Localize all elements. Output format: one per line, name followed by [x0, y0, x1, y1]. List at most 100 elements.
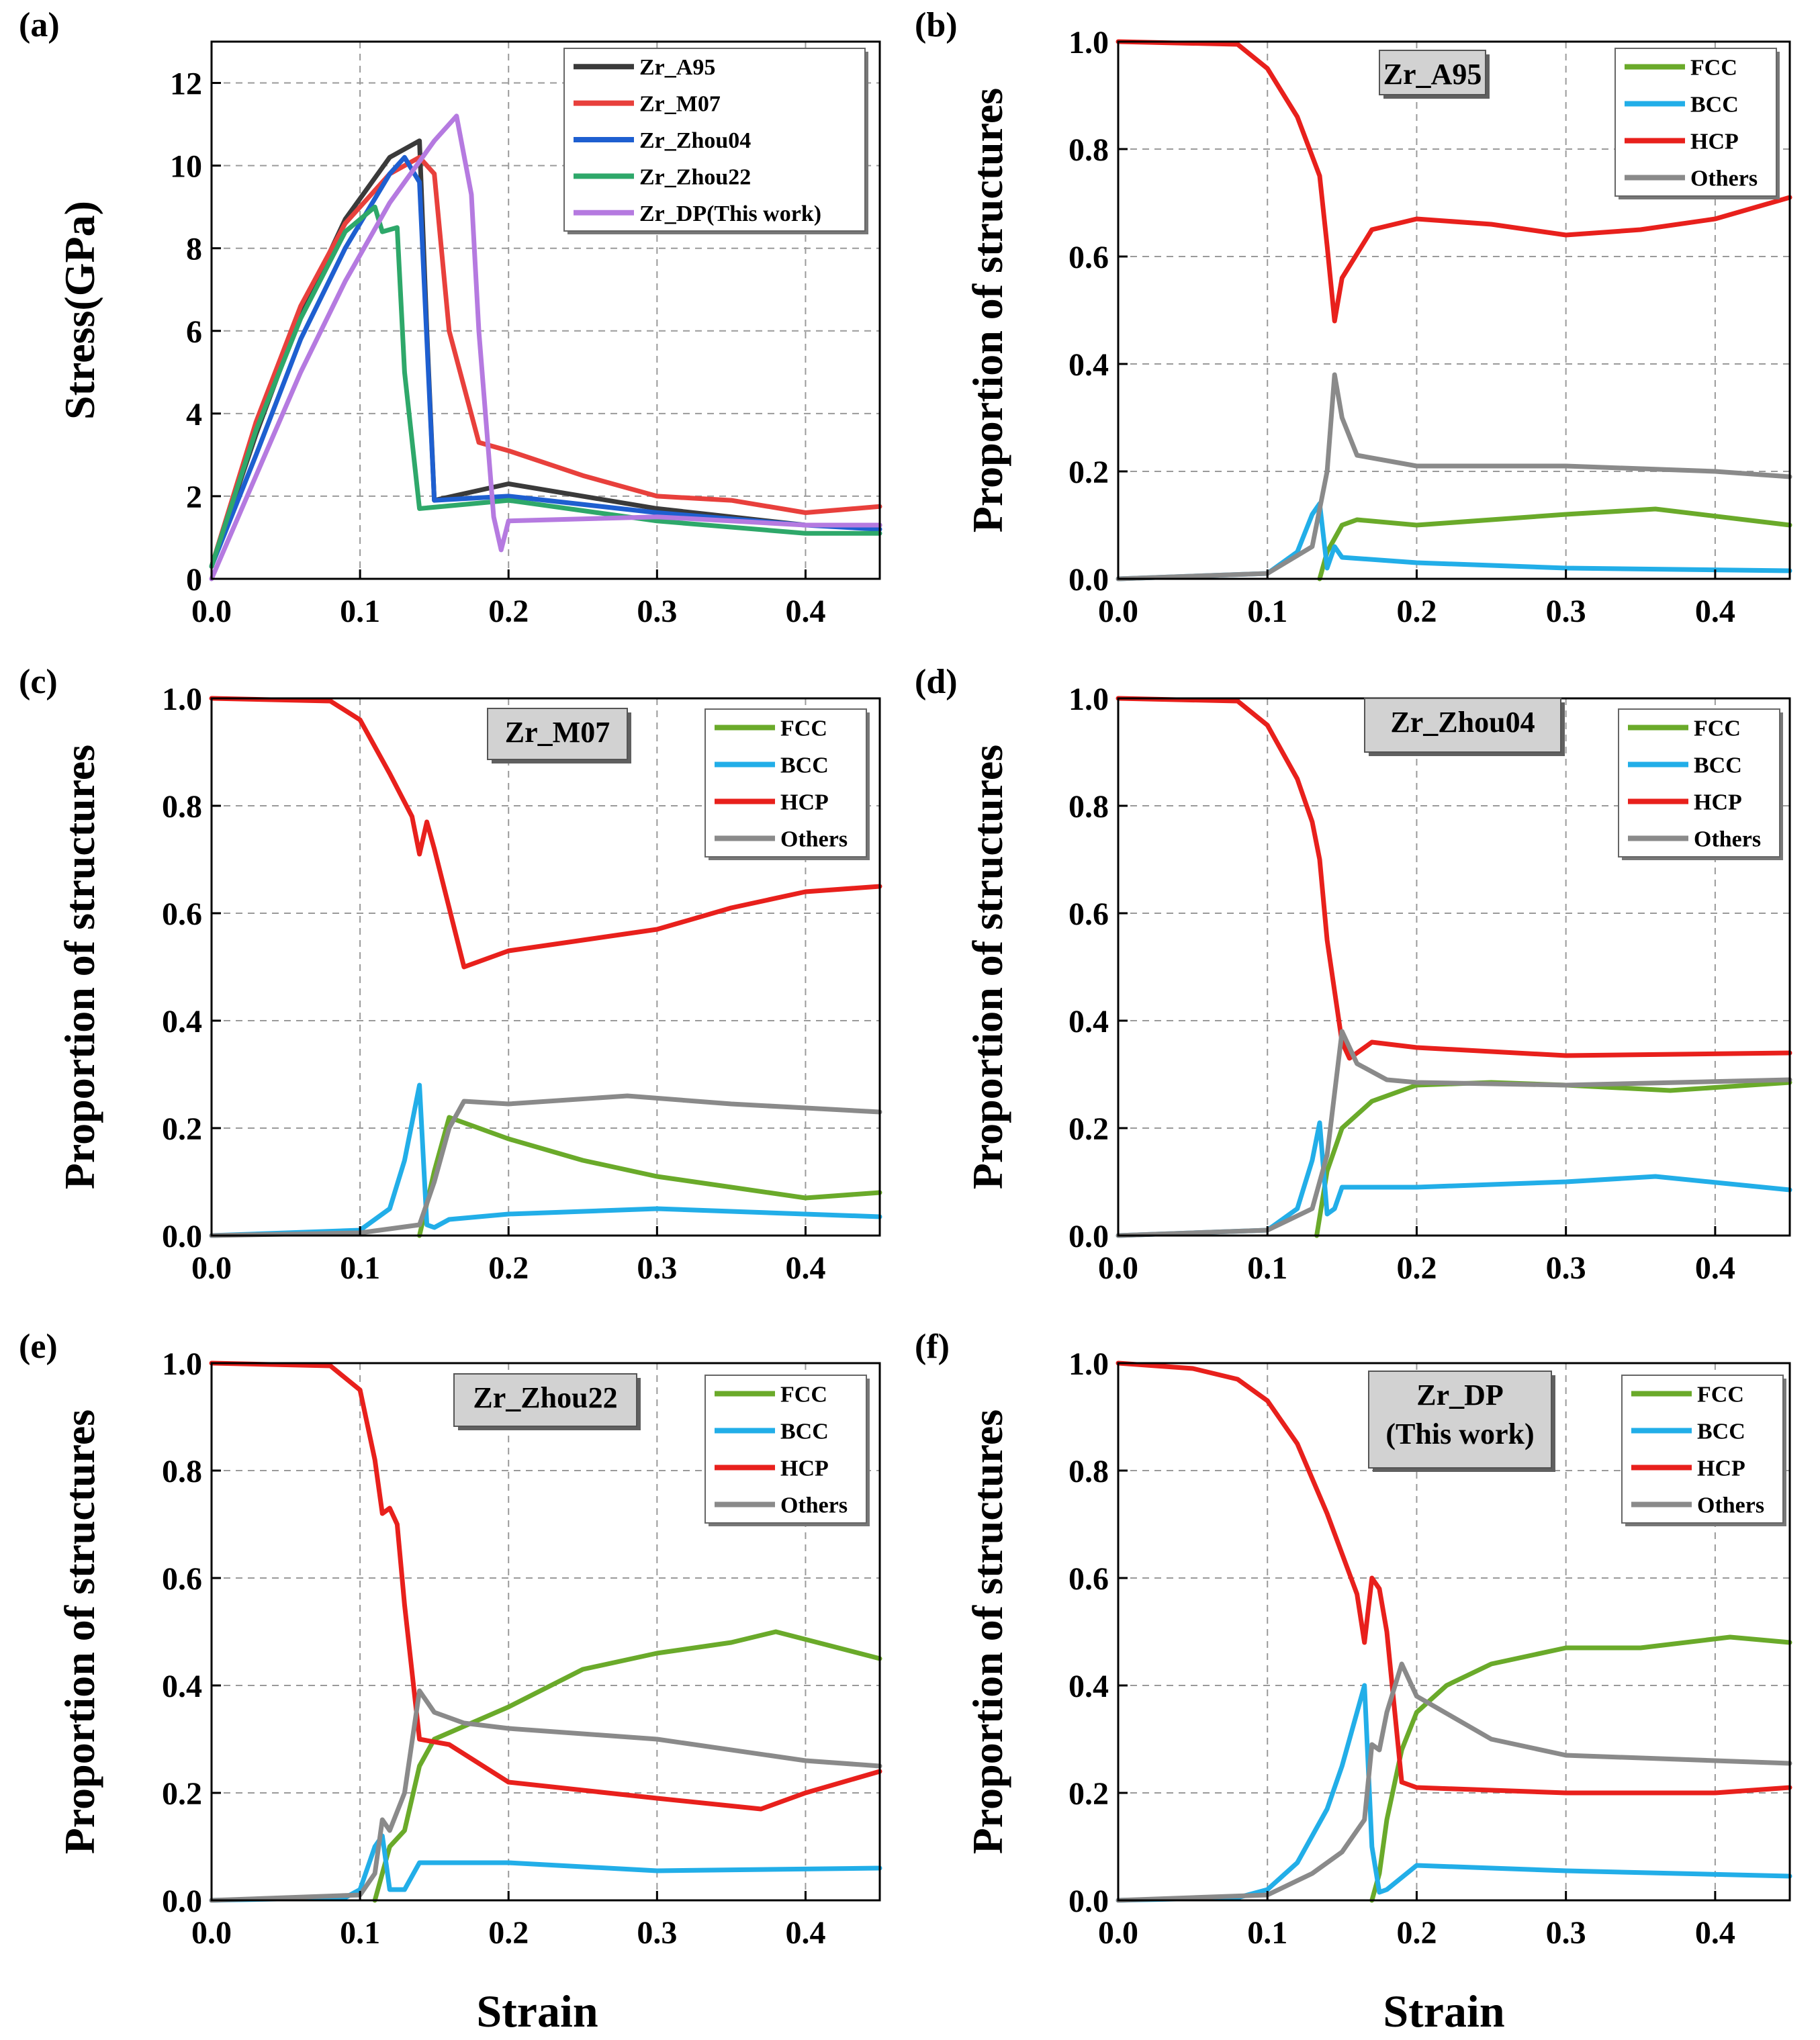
y-tick-label: 1.0 — [162, 1346, 202, 1382]
series-line-bcc — [209, 1833, 882, 1903]
y-tick-label: 0.4 — [162, 1669, 202, 1704]
title-box — [1368, 1371, 1552, 1469]
x-tick-label: 0.0 — [191, 1915, 232, 1951]
series-line-others — [1116, 372, 1792, 582]
x-tick-label: 0.0 — [1098, 1250, 1138, 1286]
series-line-hcp — [1116, 1360, 1792, 1796]
panel-f: 0.0 0.1 0.2 0.3 0.4 0.0 0.2 0.4 0.6 0.8 1.0 Proport… — [915, 1328, 1792, 1951]
x-tick-label: 0.1 — [1247, 594, 1287, 629]
chart-title: (This work) — [1385, 1418, 1534, 1450]
series-line-others — [1116, 1029, 1792, 1238]
x-tick-label: 0.4 — [785, 1915, 825, 1951]
panel-label: (a) — [19, 6, 60, 44]
y-tick-label: 0.2 — [1068, 1776, 1109, 1812]
y-tick-label: 0.6 — [1068, 896, 1109, 932]
x-tick-label: 0.2 — [1396, 594, 1437, 629]
x-tick-label: 0.4 — [1695, 1915, 1735, 1951]
chart-title: Zr_DP — [1416, 1379, 1504, 1411]
y-axis-label: Proportion of structures — [56, 1409, 103, 1854]
y-tick-label: 0.0 — [162, 1884, 202, 1919]
series-line-hcp — [1116, 696, 1792, 1061]
x-tick-label: 0.2 — [1396, 1915, 1437, 1951]
x-tick-label: 0.1 — [1247, 1915, 1287, 1951]
legend-entry: Zr_Zhou04 — [639, 128, 751, 153]
y-tick-label: 8 — [186, 232, 202, 267]
x-tick-label: 0.0 — [1098, 594, 1138, 629]
series-line-hcp — [1116, 39, 1792, 324]
legend-entry: BCC — [1694, 753, 1742, 778]
legend-box — [1621, 1375, 1784, 1524]
y-tick-label: 0.8 — [162, 1454, 202, 1489]
y-tick-label: 0.6 — [162, 896, 202, 932]
series-line-fcc — [372, 1629, 882, 1903]
series-line-fcc — [1369, 1634, 1792, 1903]
y-tick-label: 0.0 — [1068, 1884, 1109, 1919]
series-line-bcc — [1116, 1120, 1792, 1238]
y-tick-label: 0.0 — [162, 1219, 202, 1254]
x-tick-label: 0.0 — [191, 594, 232, 629]
legend-box — [1618, 708, 1780, 857]
chart-title: Zr_A95 — [1383, 58, 1482, 91]
series-line-fcc — [1317, 506, 1792, 582]
legend-entry: FCC — [1697, 1383, 1744, 1407]
x-tick-label: 0.4 — [785, 594, 825, 629]
y-tick-label: 0.4 — [1068, 1004, 1109, 1039]
title-box — [453, 1373, 637, 1427]
x-tick-label: 0.4 — [1695, 1250, 1735, 1286]
legend-entry: Others — [1694, 827, 1761, 852]
legend-entry: HCP — [1697, 1456, 1745, 1481]
y-tick-label: 1.0 — [1068, 25, 1109, 60]
series-line-others — [1116, 1661, 1792, 1903]
legend-entry: FCC — [1690, 56, 1737, 81]
plot-frame — [1117, 1362, 1791, 1902]
plot-frame — [1117, 40, 1791, 580]
figure-x-label-right: Strain — [1383, 1986, 1504, 2037]
x-tick-label: 0.3 — [637, 1250, 677, 1286]
y-tick-label: 0.2 — [162, 1776, 202, 1812]
y-tick-label: 0.6 — [1068, 1561, 1109, 1597]
y-tick-label: 1.0 — [1068, 1346, 1109, 1382]
x-tick-label: 0.4 — [785, 1250, 825, 1286]
x-tick-label: 0.3 — [637, 1915, 677, 1951]
series-line-hcp — [209, 1360, 882, 1812]
panel-label: (f) — [915, 1328, 950, 1366]
panel-label: (c) — [19, 663, 58, 701]
series-line-bcc — [1116, 1683, 1792, 1903]
y-tick-label: 0.2 — [1068, 1111, 1109, 1147]
legend-entry: FCC — [1694, 716, 1741, 741]
legend-box — [1614, 48, 1777, 197]
legend-entry: FCC — [780, 1383, 827, 1407]
y-axis-label: Proportion of structures — [964, 1409, 1011, 1854]
x-tick-label: 0.2 — [1396, 1250, 1437, 1286]
x-tick-label: 0.2 — [488, 594, 529, 629]
panel-label: (e) — [19, 1328, 58, 1366]
y-tick-label: 0.8 — [162, 789, 202, 825]
panel-b: 0.0 0.1 0.2 0.3 0.4 0.0 0.2 0.4 0.6 0.8 1.0 Proport… — [915, 6, 1792, 629]
legend-entry: Others — [1690, 167, 1758, 191]
x-tick-label: 0.0 — [1098, 1915, 1138, 1951]
y-tick-label: 0 — [186, 562, 202, 598]
y-tick-label: 0.8 — [1068, 789, 1109, 825]
x-tick-label: 0.1 — [340, 594, 380, 629]
y-tick-label: 0.8 — [1068, 132, 1109, 168]
legend-entry: Zr_Zhou22 — [639, 165, 751, 189]
y-axis-label: Proportion of structures — [964, 88, 1011, 532]
y-tick-label: 2 — [186, 479, 202, 515]
y-tick-label: 0.0 — [1068, 562, 1109, 598]
panel-c: 0.0 0.1 0.2 0.3 0.4 0.0 0.2 0.4 0.6 0.8 1.0 Proport… — [19, 663, 882, 1286]
series-line-fcc — [1314, 1080, 1792, 1238]
series-line-bcc — [209, 1082, 882, 1238]
figure-x-label-left: Strain — [476, 1986, 598, 2037]
title-box — [1379, 50, 1486, 95]
y-tick-label: 0.0 — [1068, 1219, 1109, 1254]
plot-frame — [210, 697, 881, 1237]
legend-entry: HCP — [1690, 130, 1739, 154]
y-tick-label: 10 — [170, 149, 202, 185]
y-tick-label: 0.4 — [1068, 347, 1109, 383]
y-tick-label: 0.4 — [1068, 1669, 1109, 1704]
legend-entry: BCC — [780, 1420, 829, 1444]
series-line-zr-dp-this-work- — [209, 113, 882, 582]
x-tick-label: 0.1 — [340, 1250, 380, 1286]
series-line-zr-zhou22 — [209, 204, 882, 569]
